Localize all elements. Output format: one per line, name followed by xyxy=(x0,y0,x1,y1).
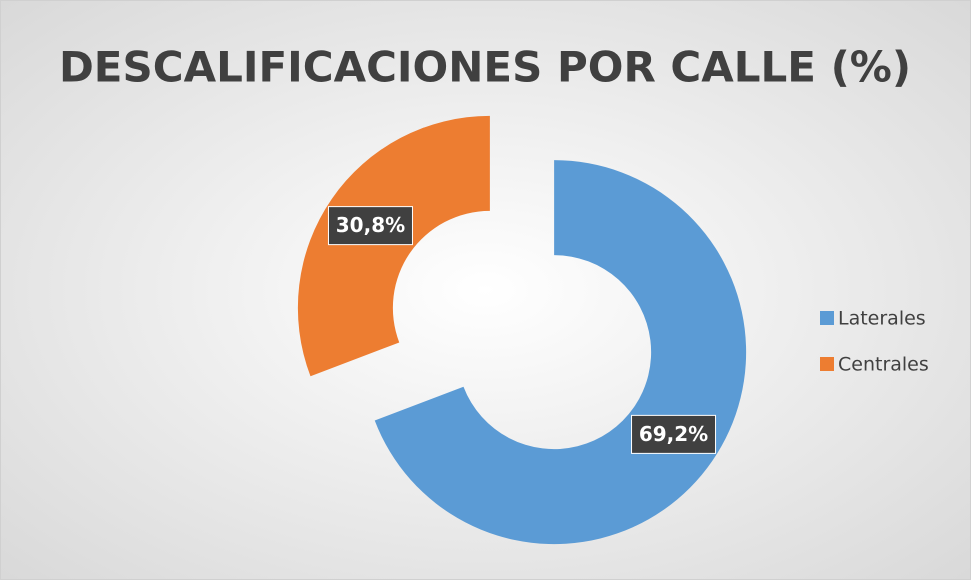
data-label: 69,2% xyxy=(639,422,708,446)
data-label-box xyxy=(327,206,413,246)
data-label-box xyxy=(631,414,717,454)
legend-label: Laterales xyxy=(838,308,926,330)
data-label: 30,8% xyxy=(336,213,405,237)
donut-segment xyxy=(297,115,490,377)
chart-title: DESCALIFICACIONES POR CALLE (%) xyxy=(59,43,911,92)
legend-swatch xyxy=(820,357,834,371)
legend-label: Centrales xyxy=(838,354,929,376)
legend-swatch xyxy=(820,311,834,325)
